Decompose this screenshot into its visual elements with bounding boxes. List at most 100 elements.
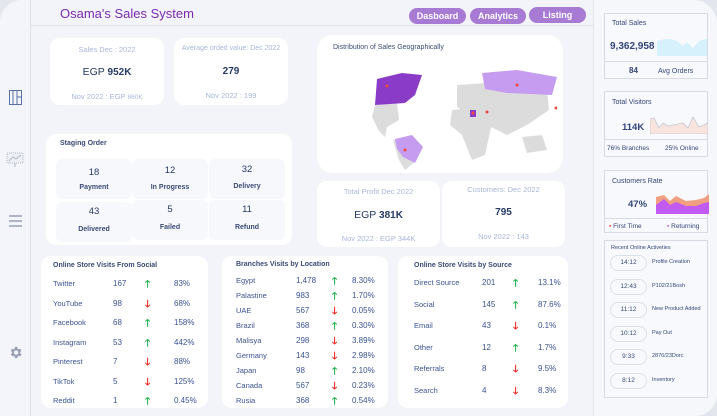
map-marker <box>485 110 489 114</box>
map-marker <box>515 83 519 87</box>
arrow-down-icon: 🡓 <box>145 376 151 388</box>
row-value: 5 <box>113 376 118 386</box>
row-value: 567 <box>296 381 310 390</box>
total-sales-value: 9,362,958 <box>610 41 655 52</box>
activity-time: 9:33 <box>610 349 647 365</box>
stage-label: Delivered <box>78 226 110 233</box>
activity-label: Pay Out <box>652 329 672 336</box>
row-value: 567 <box>296 306 310 315</box>
row-name: Brazil <box>236 321 255 330</box>
layout-icon[interactable] <box>9 90 22 105</box>
total-visitors-title: Total Visitors <box>612 99 652 106</box>
sales-label: Sales Dec : 2022 <box>78 45 136 54</box>
customers-rate-title: Customers Rate <box>612 178 663 185</box>
table-row: Other 12 🡑 1.7% <box>398 343 568 355</box>
table-row: Pinterest 7 🡓 88% <box>41 357 208 369</box>
recent-activities-box: Recent Online Activeties 14:12 Profile Cr… <box>604 240 708 398</box>
right-panel: Total Sales 9,362,958 84 Avg Orders Tota… <box>593 0 717 416</box>
table-row: Malisya 298 🡓 3.89% <box>222 336 388 348</box>
profit-card: Total Profit Dec 2022 EGP 381K Nov 2022 … <box>317 181 440 247</box>
arrow-up-icon: 🡑 <box>145 337 151 349</box>
row-percent: 0.23% <box>352 381 375 390</box>
activities-title: Recent Online Activeties <box>611 245 671 251</box>
map-marker <box>471 111 475 115</box>
branches-share: 76% Branches <box>607 145 650 152</box>
row-value: 145 <box>482 299 496 309</box>
map-brazil <box>395 135 423 163</box>
social-visits-card: Online Store Visits From Social Twitter … <box>41 256 208 408</box>
map-marker <box>554 106 557 110</box>
activity-time: 12:43 <box>610 278 647 295</box>
row-percent: 158% <box>174 318 195 327</box>
arrow-down-icon: 🡓 <box>332 381 338 392</box>
staging-payment: 18 Payment <box>56 159 132 199</box>
stage-value: 11 <box>242 204 252 215</box>
sales-prev-label: Nov 2022 : EGP <box>71 92 126 101</box>
row-name: Social <box>414 299 435 309</box>
activity-time: 11:12 <box>610 302 647 318</box>
staging-in-progress: 12 In Progress <box>132 159 208 199</box>
arrow-down-icon: 🡓 <box>332 336 338 347</box>
row-value: 167 <box>113 279 127 288</box>
branches-visits-card: Branches Visits by Location Egypt 1,478 … <box>222 256 388 408</box>
row-value: 1,478 <box>296 276 317 285</box>
world-map[interactable] <box>357 65 557 170</box>
table-row: Search 4 🡓 8.3% <box>398 386 568 398</box>
arrow-up-icon: 🡑 <box>332 291 338 302</box>
arrow-down-icon: 🡓 <box>145 298 151 310</box>
map-marker <box>403 148 407 152</box>
first-time-legend-marker: ▪ <box>609 223 612 230</box>
arrow-up-icon: 🡑 <box>145 396 151 407</box>
profit-currency: EGP <box>354 209 377 221</box>
arrow-down-icon: 🡓 <box>145 357 151 368</box>
row-percent: 0.05% <box>352 306 375 315</box>
row-name: Direct Source <box>414 278 460 287</box>
row-value: 98 <box>296 366 305 375</box>
row-value: 201 <box>482 278 496 287</box>
row-name: Palastine <box>236 291 267 300</box>
arrow-down-icon: 🡓 <box>332 306 338 317</box>
avg-order-label: Average orded value: Dec 2022 <box>181 45 281 52</box>
avg-order-value: 279 <box>222 66 240 77</box>
table-row: Instagram 53 🡑 442% <box>41 338 208 350</box>
nav-analytics-button[interactable]: Analytics <box>470 8 526 24</box>
row-percent: 88% <box>174 357 191 366</box>
row-percent: 87.6% <box>538 299 561 309</box>
sales-value: 952K <box>107 67 132 78</box>
map-title: Distribution of Sales Geographically <box>333 44 444 51</box>
row-value: 4 <box>482 385 487 395</box>
avg-order-card: Average orded value: Dec 2022 279 Nov 20… <box>174 38 288 105</box>
total-visitors-value: 114K <box>622 122 645 133</box>
map-russia <box>482 70 557 95</box>
table-row: Palastine 983 🡑 1.70% <box>222 291 388 303</box>
stage-value: 12 <box>164 165 176 176</box>
presentation-chart-icon[interactable] <box>6 152 24 168</box>
nav-listing-button[interactable]: Listing <box>529 7 586 23</box>
row-name: Instagram <box>53 337 87 347</box>
row-value: 143 <box>296 351 310 360</box>
arrow-down-icon: 🡓 <box>332 351 338 362</box>
row-name: Reddit <box>53 396 75 405</box>
row-percent: 0.45% <box>174 396 197 405</box>
avg-orders-label: Avg Orders <box>658 68 694 75</box>
avg-order-prev: Nov 2022 : 199 <box>205 91 257 100</box>
arrow-up-icon: 🡑 <box>332 366 338 377</box>
table-row: Brazil 368 🡑 0.30% <box>222 321 388 333</box>
row-name: Germany <box>236 351 267 360</box>
table-row: Japan 98 🡑 2.10% <box>222 366 388 378</box>
table-row: Email 43 🡓 0.1% <box>398 321 568 333</box>
staging-title: Staging Order <box>60 140 107 147</box>
row-percent: 0.54% <box>352 396 375 405</box>
menu-icon[interactable] <box>9 215 22 227</box>
gear-icon[interactable] <box>8 345 23 360</box>
staging-delivered: 43 Delivered <box>56 202 132 242</box>
arrow-up-icon: 🡑 <box>145 279 151 290</box>
arrow-up-icon: 🡑 <box>332 321 338 332</box>
table-row: UAE 567 🡓 0.05% <box>222 306 388 318</box>
row-percent: 125% <box>174 376 195 386</box>
customers-rate-value: 47% <box>628 199 648 210</box>
row-name: Other <box>414 342 433 352</box>
nav-dashboard-button[interactable]: Dasboard <box>409 8 466 24</box>
staging-refund: 11 Refund <box>209 200 285 240</box>
source-title: Online Store Visits by Source <box>414 262 512 269</box>
